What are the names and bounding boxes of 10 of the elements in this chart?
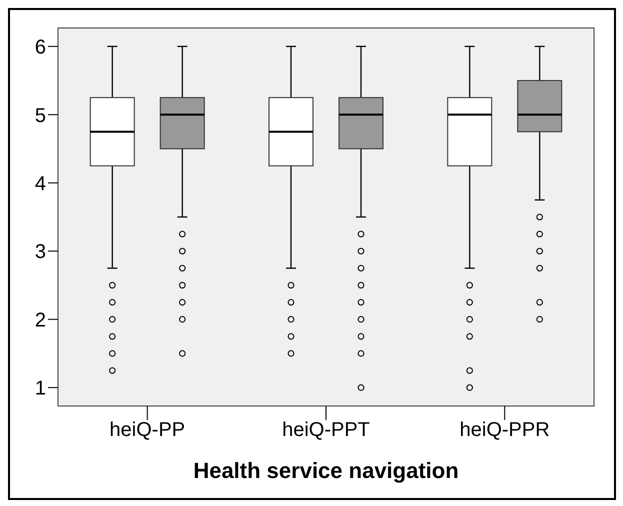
y-tick-label: 6 [34,36,46,59]
x-axis-title: Health service navigation [193,458,459,483]
y-tick-label: 1 [34,378,46,400]
y-tick-label: 4 [34,172,46,195]
y-tick-label: 5 [34,104,46,127]
y-tick-label: 3 [34,241,46,264]
x-tick-label: heiQ-PPT [282,419,370,442]
y-tick-label: 2 [34,309,46,332]
x-tick-label: heiQ-PPR [460,419,550,442]
x-tick-label: heiQ-PP [110,419,186,442]
